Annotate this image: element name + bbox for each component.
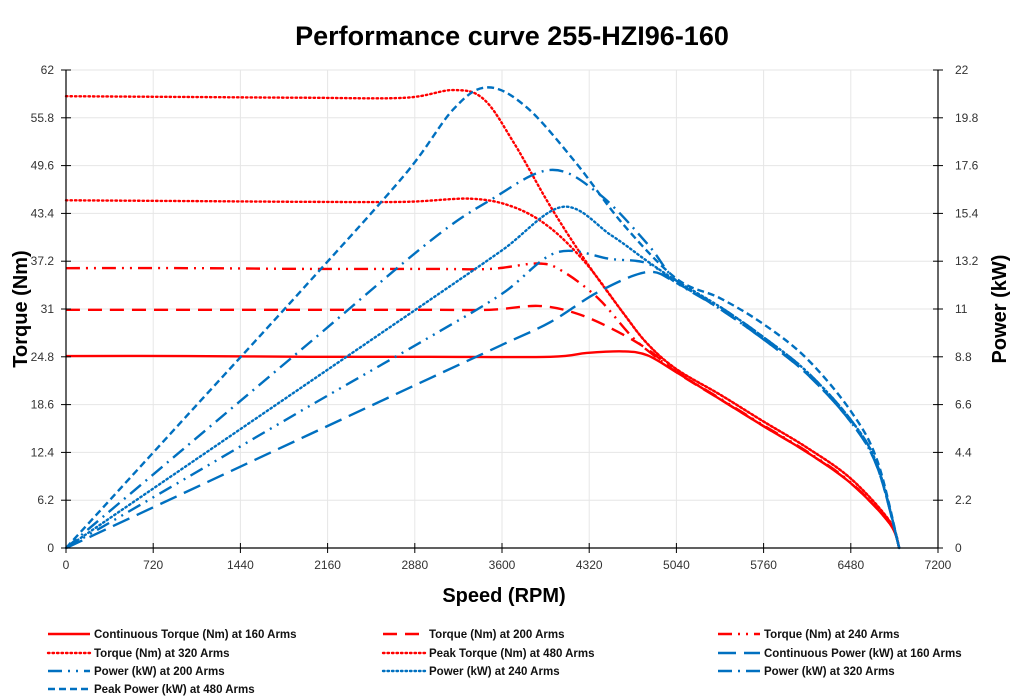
legend-label: Torque (Nm) at 320 Arms [94, 648, 229, 660]
y2-tick-label: 17.6 [955, 159, 979, 173]
y-axis-title: Torque (Nm) [10, 250, 32, 367]
legend-item: Continuous Power (kW) at 160 Arms [718, 648, 962, 660]
series-line-8 [65, 168, 901, 549]
legend-label: Peak Torque (Nm) at 480 Arms [429, 648, 595, 660]
x-tick-label: 2880 [401, 558, 428, 572]
y-tick-label: 18.6 [31, 398, 55, 412]
x-tick-label: 4320 [576, 558, 603, 572]
series-line-0 [65, 350, 901, 549]
legend-label: Peak Power (kW) at 480 Arms [94, 684, 255, 696]
legend-label: Continuous Torque (Nm) at 160 Arms [94, 629, 297, 641]
legend-label: Power (kW) at 320 Arms [764, 666, 895, 678]
legend-item: Torque (Nm) at 200 Arms [383, 629, 564, 641]
legend-item: Torque (Nm) at 320 Arms [46, 648, 229, 660]
y2-tick-label: 8.8 [955, 350, 972, 364]
legend-label: Torque (Nm) at 240 Arms [764, 629, 899, 641]
y-tick-label: 62 [41, 63, 55, 77]
series-line-6 [65, 249, 901, 550]
y-tick-label: 12.4 [31, 445, 55, 459]
chart-title: Performance curve 255-HZI96-160 [295, 21, 729, 51]
series-line-5 [65, 270, 901, 550]
y-tick-label: 0 [47, 541, 54, 555]
x-axis-title: Speed (RPM) [442, 585, 565, 607]
y-tick-label: 24.8 [31, 350, 55, 364]
x-tick-label: 6480 [837, 558, 864, 572]
y2-tick-label: 22 [955, 63, 969, 77]
legend-item: Peak Power (kW) at 480 Arms [48, 684, 255, 696]
legend-item: Power (kW) at 240 Arms [381, 666, 560, 678]
legend-item: Torque (Nm) at 240 Arms [718, 629, 899, 641]
y2-tick-label: 19.8 [955, 111, 979, 125]
x-tick-label: 7200 [925, 558, 952, 572]
y2-tick-label: 2.2 [955, 493, 972, 507]
series-line-3 [64, 197, 901, 550]
y2-tick-label: 0 [955, 541, 962, 555]
y-tick-label: 6.2 [37, 493, 54, 507]
x-tick-label: 2160 [314, 558, 341, 572]
y2-tick-label: 6.6 [955, 398, 972, 412]
series-line-9 [65, 86, 901, 549]
plot-series [64, 86, 901, 550]
y2-tick-label: 13.2 [955, 254, 979, 268]
y2-tick-label: 4.4 [955, 445, 972, 459]
legend-item: Power (kW) at 200 Arms [48, 666, 225, 678]
x-tick-label: 0 [63, 558, 70, 572]
legend-label: Continuous Power (kW) at 160 Arms [764, 648, 962, 660]
x-tick-label: 5040 [663, 558, 690, 572]
y2-axis-title: Power (kW) [989, 255, 1011, 364]
y-tick-label: 43.4 [31, 206, 55, 220]
legend: Continuous Torque (Nm) at 160 Arms Torque… [46, 629, 962, 696]
y-tick-label: 31 [41, 302, 55, 316]
y2-tick-label: 11 [955, 302, 968, 316]
legend-item: Continuous Torque (Nm) at 160 Arms [48, 629, 297, 641]
series-line-2 [65, 262, 901, 549]
x-tick-label: 720 [143, 558, 163, 572]
legend-label: Power (kW) at 240 Arms [429, 666, 560, 678]
y-tick-label: 55.8 [31, 111, 55, 125]
x-tick-label: 5760 [750, 558, 777, 572]
gridlines [66, 69, 939, 548]
series-line-7 [64, 205, 901, 550]
x-tick-label: 1440 [227, 558, 254, 572]
x-tick-label: 3600 [489, 558, 516, 572]
y-tick-label: 49.6 [31, 159, 55, 173]
y-tick-label: 37.2 [31, 254, 55, 268]
legend-item: Power (kW) at 320 Arms [718, 666, 895, 678]
series-line-1 [66, 304, 901, 549]
legend-label: Power (kW) at 200 Arms [94, 666, 225, 678]
series-line-4 [64, 88, 901, 550]
legend-label: Torque (Nm) at 200 Arms [429, 629, 564, 641]
axes: 0 720 1440 2160 2880 3600 4320 5040 5760 6480 7200… [31, 63, 979, 572]
legend-item: Peak Torque (Nm) at 480 Arms [381, 648, 595, 660]
y2-tick-label: 15.4 [955, 206, 979, 220]
